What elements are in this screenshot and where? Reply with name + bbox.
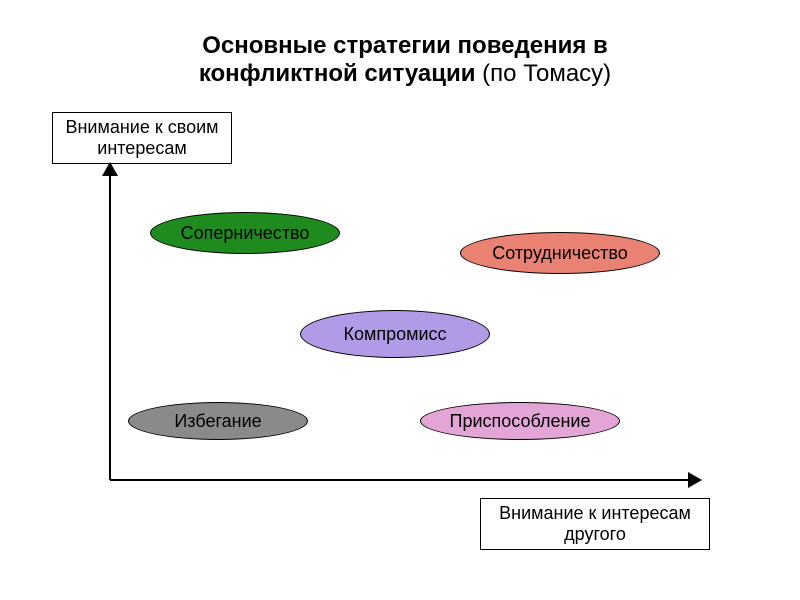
y-axis-line <box>109 170 111 480</box>
ellipse-avoidance: Избегание <box>128 402 308 440</box>
x-axis-label-l2: другого <box>491 524 699 545</box>
y-axis-arrowhead-icon <box>102 162 118 176</box>
title-line2: конфликтной ситуации (по Томасу) <box>125 60 685 88</box>
ellipse-accommodation-label: Приспособление <box>450 411 591 432</box>
x-axis-arrowhead-icon <box>688 472 702 488</box>
ellipse-compromise: Компромисс <box>300 310 490 358</box>
x-axis-label: Внимание к интересам другого <box>480 498 710 550</box>
y-axis-label-l1: Внимание к своим <box>63 117 221 138</box>
ellipse-compromise-label: Компромисс <box>343 324 446 345</box>
ellipse-competition-label: Соперничество <box>181 223 310 244</box>
diagram-canvas: Основные стратегии поведения в конфликтн… <box>0 0 800 600</box>
page-title: Основные стратегии поведения в конфликтн… <box>125 32 685 88</box>
title-line1: Основные стратегии поведения в <box>125 32 685 60</box>
ellipse-cooperation: Сотрудничество <box>460 232 660 274</box>
title-line2-normal: (по Томасу) <box>476 60 612 87</box>
ellipse-cooperation-label: Сотрудничество <box>492 243 628 264</box>
x-axis-label-l1: Внимание к интересам <box>491 503 699 524</box>
y-axis-label-l2: интересам <box>63 138 221 159</box>
y-axis-label: Внимание к своим интересам <box>52 112 232 164</box>
title-line2-bold: конфликтной ситуации <box>199 60 476 87</box>
ellipse-accommodation: Приспособление <box>420 402 620 440</box>
x-axis-line <box>110 479 690 481</box>
ellipse-competition: Соперничество <box>150 212 340 254</box>
ellipse-avoidance-label: Избегание <box>174 411 261 432</box>
